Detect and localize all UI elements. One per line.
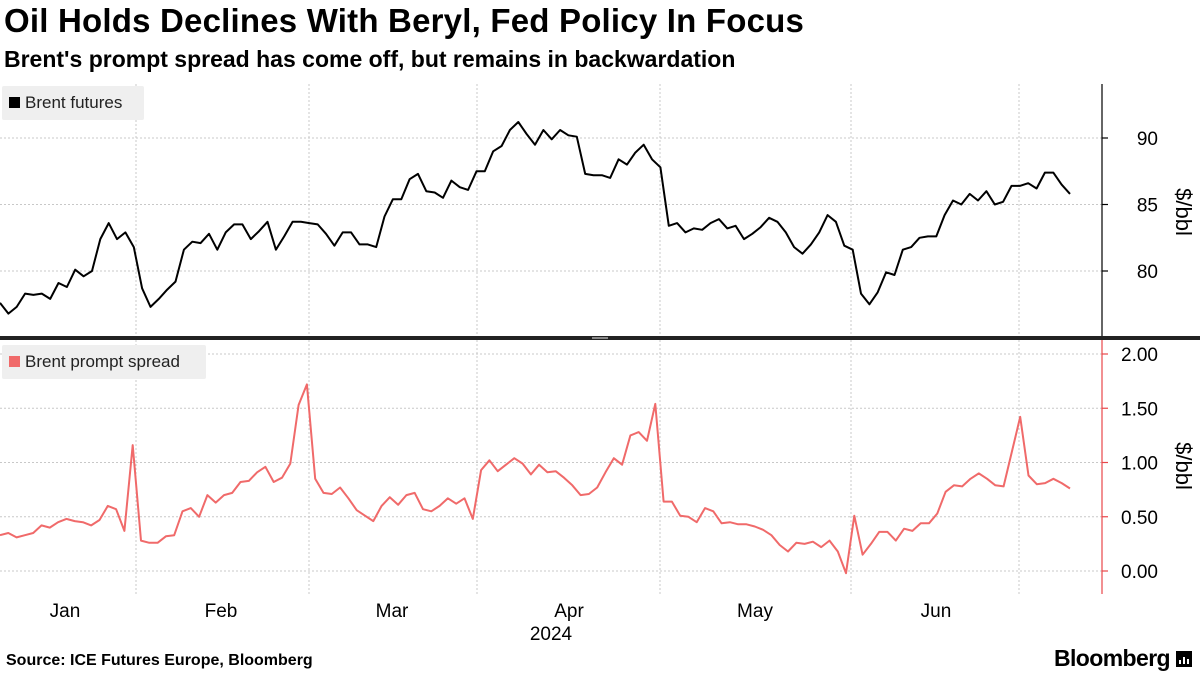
x-tick-label-may: May <box>737 601 773 622</box>
legend-brent-prompt-spread: Brent prompt spread <box>2 345 206 379</box>
panel-divider-handle <box>592 337 608 339</box>
y-axis-label-bottom: $/bbl <box>1171 442 1196 490</box>
legend-background <box>2 345 206 379</box>
legend-background <box>2 86 144 120</box>
brand-name: Bloomberg <box>1054 645 1171 671</box>
y-tick-label: 90 <box>1137 129 1158 150</box>
y-axis-label-top: $/bbl <box>1171 188 1196 236</box>
chart: Brent futures Brent prompt spread 80 85 90… <box>0 84 1200 640</box>
legend-label-brent-prompt-spread: Brent prompt spread <box>25 352 180 371</box>
x-tick-label-feb: Feb <box>205 601 238 622</box>
y-tick-label: 80 <box>1137 262 1158 283</box>
y-tick-label: 2.00 <box>1121 345 1158 366</box>
y-ticks-bottom: 0.00 0.50 1.00 1.50 2.00 <box>1102 345 1158 583</box>
y-ticks-top: 80 85 90 <box>1102 129 1158 283</box>
series-line-brent-futures <box>0 121 1071 315</box>
chart-title: Oil Holds Declines With Beryl, Fed Polic… <box>4 2 805 39</box>
legend-brent-futures: Brent futures <box>2 86 144 120</box>
chart-subtitle: Brent's prompt spread has come off, but … <box>4 46 736 72</box>
bloomberg-logo: Bloomberg <box>1054 645 1192 672</box>
y-tick-label: 1.50 <box>1121 399 1158 420</box>
y-tick-label: 0.50 <box>1121 508 1158 529</box>
x-tick-label-apr: Apr <box>554 601 584 622</box>
x-tick-label-mar: Mar <box>376 601 409 622</box>
x-axis-year-label: 2024 <box>530 624 573 640</box>
y-tick-label: 0.00 <box>1121 562 1158 583</box>
y-tick-label: 85 <box>1137 196 1158 217</box>
x-axis-labels: Jan Feb Mar Apr May Jun 2024 <box>50 601 952 640</box>
lines-layer <box>0 121 1071 575</box>
legend-label-brent-futures: Brent futures <box>25 93 122 112</box>
x-tick-label-jan: Jan <box>50 601 81 622</box>
series-line-brent-prompt-spread <box>0 383 1071 575</box>
x-tick-label-jun: Jun <box>921 601 952 622</box>
bloomberg-bars-icon <box>1176 650 1192 667</box>
grid-layer <box>0 84 1102 594</box>
y-tick-label: 1.00 <box>1121 454 1158 475</box>
source-note: Source: ICE Futures Europe, Bloomberg <box>6 652 313 669</box>
legend-swatch-brent-prompt-spread <box>9 356 20 367</box>
legend-swatch-brent-futures <box>9 97 20 108</box>
